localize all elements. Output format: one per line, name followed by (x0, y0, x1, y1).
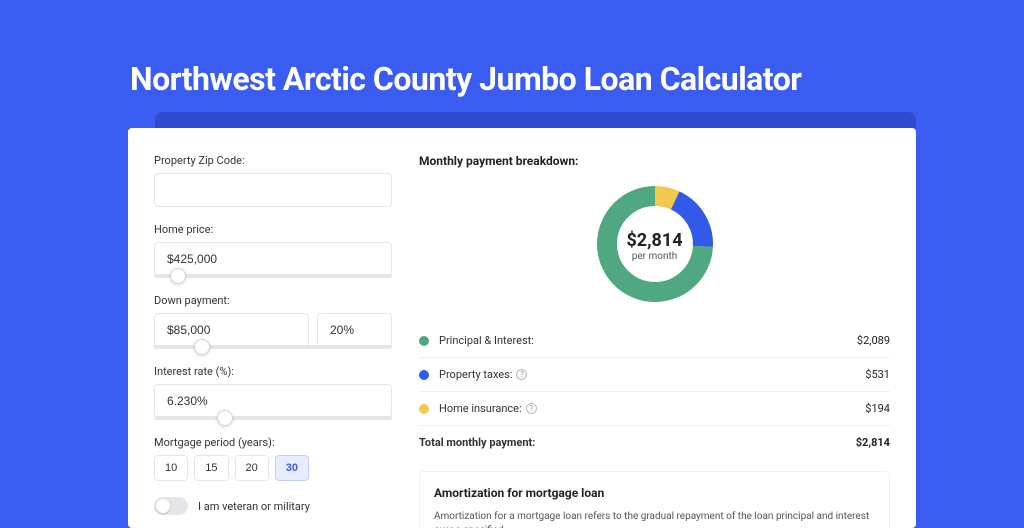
veteran-label: I am veteran or military (198, 500, 310, 513)
amortization-card: Amortization for mortgage loan Amortizat… (419, 471, 890, 528)
down-payment-label: Down payment: (154, 294, 393, 307)
home-price-field: Home price: (154, 223, 393, 278)
veteran-toggle[interactable] (154, 497, 188, 515)
form-column: Property Zip Code: Home price: Down paym… (128, 128, 393, 528)
zip-label: Property Zip Code: (154, 154, 393, 167)
amortization-body: Amortization for a mortgage loan refers … (434, 510, 875, 528)
period-option-10[interactable]: 10 (154, 455, 188, 481)
home-price-label: Home price: (154, 223, 393, 236)
veteran-toggle-knob (156, 499, 170, 513)
mortgage-period-options: 1015 2030 (154, 455, 393, 481)
mortgage-period-field: Mortgage period (years): 1015 2030 (154, 436, 393, 481)
zip-input[interactable] (154, 173, 392, 207)
donut-center: $2,814 per month (626, 230, 682, 262)
legend-total-value: $2,814 (856, 436, 890, 449)
legend-row: Property taxes:? $531 (419, 358, 890, 392)
legend-dot (419, 370, 429, 380)
legend-dot (419, 404, 429, 414)
legend-total-label: Total monthly payment: (419, 436, 535, 449)
home-price-input[interactable] (154, 242, 392, 276)
down-payment-field: Down payment: (154, 294, 393, 349)
donut-chart: $2,814 per month (419, 176, 890, 316)
down-payment-amount-input[interactable] (154, 313, 309, 347)
interest-rate-field: Interest rate (%): (154, 365, 393, 420)
card-shadow (155, 112, 916, 128)
interest-rate-input[interactable] (154, 384, 392, 418)
period-option-15[interactable]: 15 (194, 455, 228, 481)
down-payment-slider-thumb[interactable] (194, 339, 210, 355)
legend-list: Principal & Interest: $2,089 Property taxe… (419, 324, 890, 459)
interest-rate-slider[interactable] (154, 416, 392, 420)
period-option-30[interactable]: 30 (275, 455, 309, 481)
donut-sub: per month (626, 251, 682, 262)
info-icon[interactable]: ? (516, 369, 527, 380)
interest-rate-slider-thumb[interactable] (217, 410, 233, 426)
legend-dot (419, 336, 429, 346)
legend-row: Principal & Interest: $2,089 (419, 324, 890, 358)
legend-label: Home insurance:? (439, 402, 537, 415)
calculator-card: Property Zip Code: Home price: Down paym… (128, 128, 916, 528)
zip-field: Property Zip Code: (154, 154, 393, 207)
info-icon[interactable]: ? (526, 403, 537, 414)
legend-value: $2,089 (857, 334, 890, 347)
donut-slice (655, 196, 675, 200)
mortgage-period-label: Mortgage period (years): (154, 436, 393, 449)
interest-rate-label: Interest rate (%): (154, 365, 393, 378)
donut-amount: $2,814 (626, 230, 682, 251)
legend-row: Home insurance:? $194 (419, 392, 890, 426)
home-price-slider[interactable] (154, 274, 392, 278)
period-option-20[interactable]: 20 (235, 455, 269, 481)
legend-label: Principal & Interest: (439, 334, 534, 347)
legend-label: Property taxes:? (439, 368, 527, 381)
down-payment-percent-input[interactable] (317, 313, 392, 347)
home-price-slider-thumb[interactable] (170, 268, 186, 284)
amortization-title: Amortization for mortgage loan (434, 486, 875, 500)
legend-value: $531 (865, 368, 890, 381)
page-title: Northwest Arctic County Jumbo Loan Calcu… (0, 0, 1024, 98)
legend-total-row: Total monthly payment: $2,814 (419, 426, 890, 459)
breakdown-title: Monthly payment breakdown: (419, 154, 890, 168)
veteran-toggle-row: I am veteran or military (154, 497, 393, 515)
down-payment-slider[interactable] (154, 345, 392, 349)
breakdown-column: Monthly payment breakdown: $2,814 per mo… (393, 128, 916, 528)
legend-value: $194 (865, 402, 890, 415)
